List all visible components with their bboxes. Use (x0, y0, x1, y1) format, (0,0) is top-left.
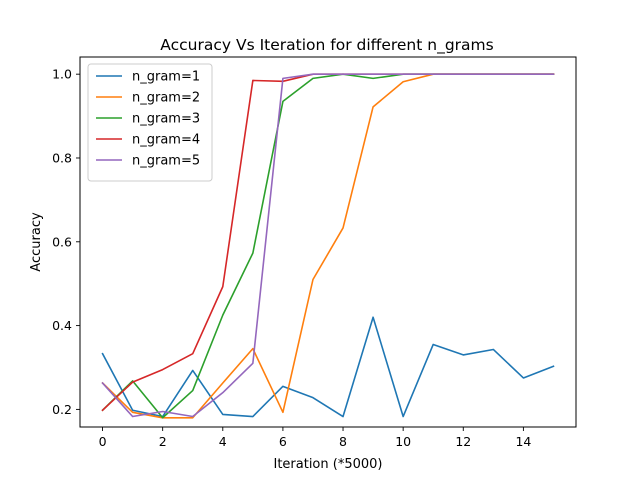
y-tick-label: 0.4 (52, 318, 72, 333)
x-axis: 0 2 4 6 8 10 12 14 (99, 427, 531, 449)
legend-label-4: n_gram=4 (132, 133, 200, 148)
series-line-1 (101, 316, 555, 418)
legend: n_gram=1 n_gram=2 n_gram=3 n_gram=4 n_gram=5 (87, 63, 213, 182)
x-tick-label: 8 (339, 434, 347, 449)
x-tick-label: 12 (455, 434, 471, 449)
legend-box (87, 63, 213, 182)
x-axis-label: Iteration (*5000) (273, 457, 382, 472)
chart-title: Accuracy Vs Iteration for different n_gr… (160, 36, 493, 55)
legend-label-1: n_gram=1 (132, 70, 200, 85)
x-tick-label: 14 (515, 434, 531, 449)
plot-area (101, 73, 555, 419)
y-axis: 0.2 0.4 0.6 0.8 1.0 (52, 67, 80, 417)
x-tick-label: 0 (99, 434, 107, 449)
y-tick-label: 0.6 (52, 234, 72, 249)
series-line-5 (101, 73, 555, 418)
x-tick-label: 10 (395, 434, 411, 449)
legend-label-5: n_gram=5 (132, 154, 200, 169)
y-tick-label: 1.0 (52, 67, 72, 82)
x-tick-label: 6 (279, 434, 287, 449)
legend-label-3: n_gram=3 (132, 112, 200, 127)
legend-label-2: n_gram=2 (132, 91, 200, 106)
x-tick-label: 4 (219, 434, 227, 449)
y-axis-label: Accuracy (29, 212, 44, 272)
y-tick-label: 0.8 (52, 150, 72, 165)
y-tick-label: 0.2 (52, 402, 72, 417)
x-tick-label: 2 (159, 434, 167, 449)
